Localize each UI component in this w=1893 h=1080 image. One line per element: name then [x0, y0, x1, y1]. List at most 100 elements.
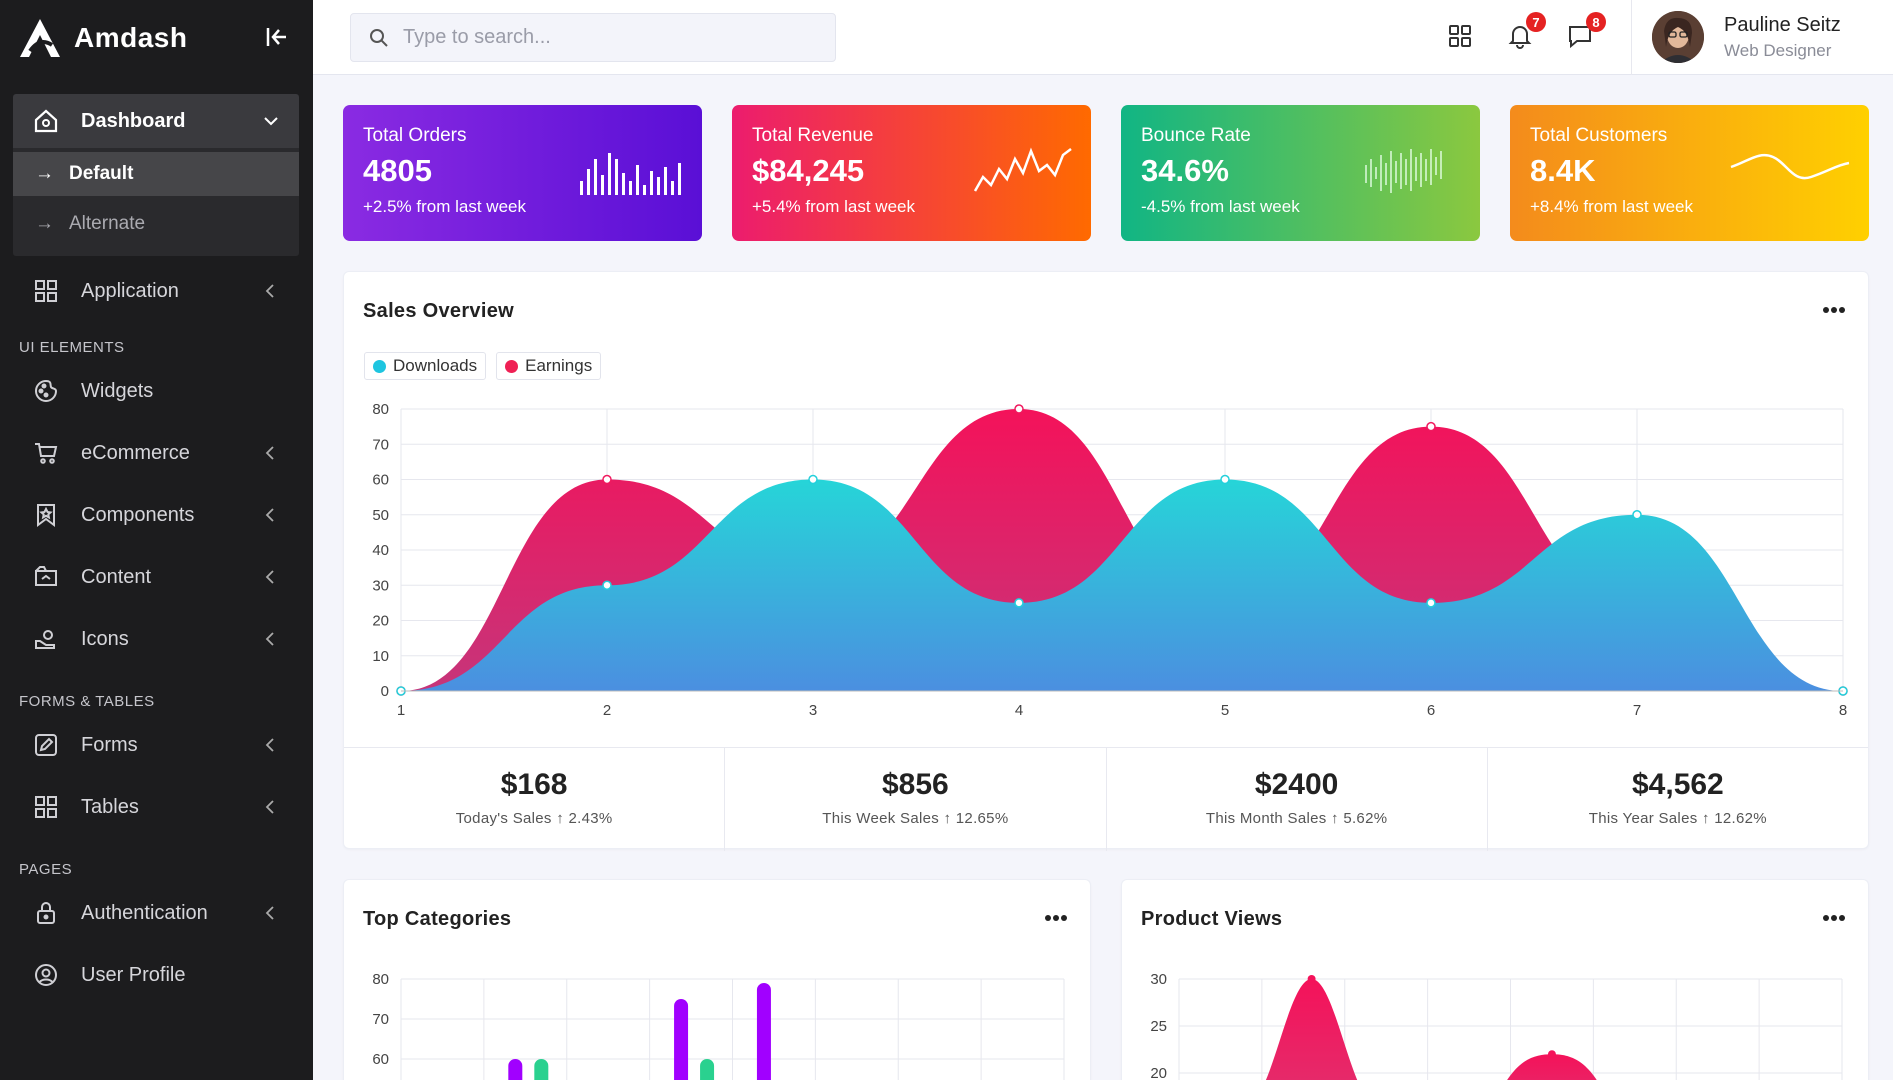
- views-point[interactable]: [1547, 1050, 1556, 1059]
- legend-earnings[interactable]: Earnings: [496, 352, 602, 380]
- user-circle-icon: [33, 962, 59, 988]
- category-bar[interactable]: [674, 999, 689, 1080]
- stat-card-bounce-rate: Bounce Rate 34.6% -4.5% from last week: [1121, 105, 1480, 241]
- y-tick-label: 80: [372, 971, 389, 988]
- more-options-icon[interactable]: [1822, 306, 1846, 314]
- views-area-peak: [1265, 979, 1358, 1080]
- y-tick-label: 10: [372, 648, 389, 665]
- sidebar-item-label: Icons: [81, 627, 129, 650]
- legend-label: Downloads: [393, 356, 478, 375]
- views-area-peak: [1507, 1054, 1597, 1080]
- y-tick-label: 70: [372, 436, 389, 453]
- point-earnings[interactable]: [1426, 421, 1436, 432]
- sidebar-item-ecommerce[interactable]: eCommerce: [13, 426, 299, 480]
- y-tick-label: 30: [1150, 971, 1167, 988]
- stat-value: 4805: [363, 153, 432, 188]
- sidebar-subitem-label: Alternate: [69, 213, 146, 234]
- y-tick-label: 70: [372, 1011, 389, 1028]
- point-downloads[interactable]: [1220, 474, 1230, 485]
- sidebar-item-label: Tables: [81, 795, 139, 818]
- point-downloads[interactable]: [1014, 598, 1024, 608]
- user-name[interactable]: Pauline Seitz: [1724, 14, 1841, 36]
- sidebar-item-authentication[interactable]: Authentication: [13, 886, 299, 940]
- arrow-up-icon: ↑: [556, 810, 564, 827]
- point-earnings[interactable]: [602, 474, 612, 485]
- sidebar-item-label: Dashboard: [81, 109, 186, 132]
- card-title: Sales Overview: [363, 300, 514, 322]
- sidebar-item-widgets[interactable]: Widgets: [13, 364, 299, 418]
- sales-summary-week: $856 This Week Sales ↑ 12.65%: [725, 748, 1107, 851]
- collapse-sidebar-icon[interactable]: [264, 24, 290, 50]
- sales-label: Today's Sales: [455, 810, 552, 827]
- palette-icon: [33, 378, 59, 404]
- search-box[interactable]: [350, 13, 836, 62]
- point-downloads[interactable]: [602, 580, 612, 590]
- sidebar-subitem-default[interactable]: → Default: [13, 152, 299, 196]
- y-tick-label: 40: [372, 542, 389, 559]
- bell-icon: [1508, 26, 1532, 49]
- notifications-button[interactable]: 7: [1504, 12, 1546, 52]
- sparkline-smooth-icon: [1730, 153, 1850, 180]
- stat-delta: +5.4% from last week: [752, 197, 915, 216]
- chevron-left-icon: [265, 632, 274, 646]
- x-tick-label: 3: [809, 702, 817, 719]
- more-options-icon[interactable]: [1044, 914, 1068, 922]
- sales-change: 2.43%: [568, 810, 613, 827]
- apps-icon[interactable]: [1444, 20, 1476, 52]
- legend-label: Earnings: [525, 356, 593, 375]
- point-downloads[interactable]: [1426, 598, 1436, 608]
- section-pages: PAGES: [19, 861, 73, 878]
- stat-value: 8.4K: [1530, 153, 1596, 188]
- search-input[interactable]: [403, 26, 803, 49]
- sales-label-row: This Year Sales ↑ 12.62%: [1488, 810, 1868, 827]
- sales-amount: $4,562: [1631, 768, 1724, 801]
- amdash-logo-icon: [20, 18, 60, 57]
- sales-label: This Year Sales: [1588, 810, 1698, 827]
- legend-downloads[interactable]: Downloads: [364, 352, 487, 380]
- hand-icon: [33, 626, 59, 652]
- sales-amount: $2400: [1254, 768, 1339, 801]
- stat-delta: -4.5% from last week: [1141, 197, 1300, 216]
- sidebar-item-user-profile[interactable]: User Profile: [13, 948, 299, 1002]
- point-downloads[interactable]: [808, 474, 818, 485]
- messages-button[interactable]: 8: [1564, 12, 1606, 52]
- category-bar[interactable]: [756, 983, 771, 1080]
- more-options-icon[interactable]: [1822, 914, 1846, 922]
- chevron-left-icon: [265, 906, 274, 920]
- category-bar[interactable]: [534, 1059, 549, 1080]
- sidebar-item-label: Authentication: [81, 901, 208, 924]
- sidebar-item-application[interactable]: Application: [13, 264, 299, 318]
- avatar[interactable]: [1652, 11, 1704, 63]
- section-forms-tables: FORMS & TABLES: [19, 693, 155, 710]
- sales-label: This Month Sales: [1205, 810, 1327, 827]
- x-tick-label: 5: [1221, 702, 1229, 719]
- sales-amount: $856: [882, 768, 949, 801]
- sidebar-item-dashboard[interactable]: Dashboard: [13, 94, 299, 148]
- sales-summary-month: $2400 This Month Sales ↑ 5.62%: [1107, 748, 1488, 851]
- arrow-right-icon: →: [35, 163, 54, 184]
- views-point[interactable]: [1307, 975, 1316, 983]
- sidebar: Amdash Dashboard → Default → Alternate: [0, 0, 313, 1080]
- sidebar-item-content[interactable]: Content: [13, 550, 299, 604]
- point-downloads[interactable]: [1632, 510, 1642, 520]
- brand-name: Amdash: [74, 21, 188, 53]
- y-tick-label: 80: [372, 401, 389, 418]
- sales-label-row: This Month Sales ↑ 5.62%: [1107, 810, 1487, 827]
- x-tick-label: 1: [397, 702, 405, 719]
- sidebar-item-components[interactable]: Components: [13, 488, 299, 542]
- x-tick-label: 7: [1633, 702, 1641, 719]
- y-tick-label: 50: [372, 507, 389, 524]
- dashboard-submenu: → Default → Alternate: [13, 148, 299, 256]
- sidebar-item-forms[interactable]: Forms: [13, 718, 299, 772]
- sparkline-line-icon: [973, 147, 1072, 192]
- top-categories-card: Top Categories 60 70 80: [343, 879, 1091, 1080]
- category-bar[interactable]: [700, 1059, 715, 1080]
- point-earnings[interactable]: [1014, 404, 1024, 414]
- category-bar[interactable]: [508, 1059, 523, 1080]
- x-tick-label: 8: [1839, 702, 1847, 719]
- sidebar-item-tables[interactable]: Tables: [13, 780, 299, 834]
- sidebar-subitem-alternate[interactable]: → Alternate: [13, 200, 299, 248]
- brand[interactable]: Amdash: [0, 0, 313, 75]
- arrow-right-icon: →: [35, 213, 54, 234]
- sidebar-item-icons[interactable]: Icons: [13, 612, 299, 666]
